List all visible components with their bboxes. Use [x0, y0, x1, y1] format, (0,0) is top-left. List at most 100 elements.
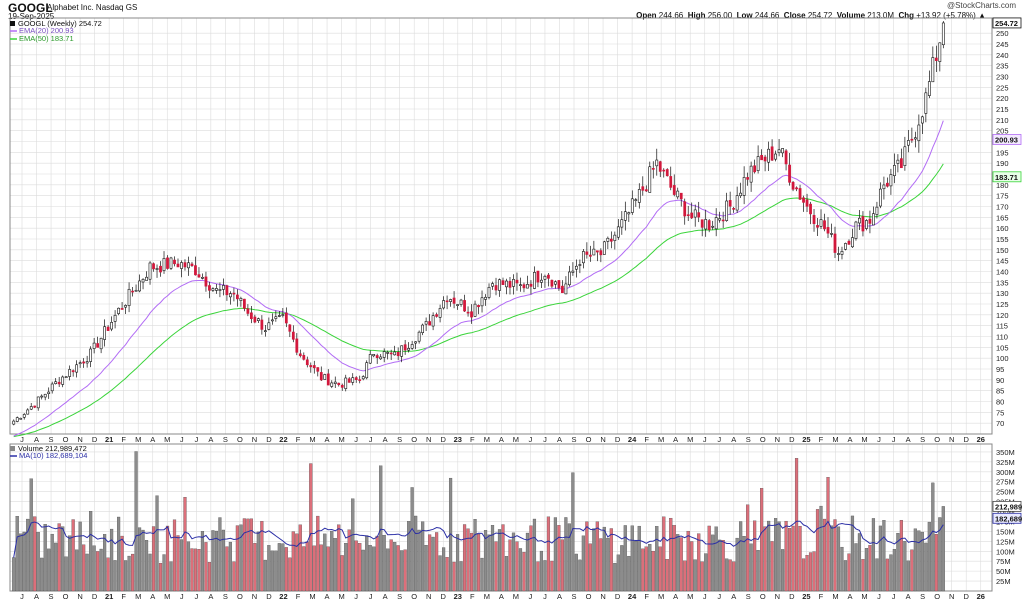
- candle-body: [375, 355, 379, 358]
- volume-bar: [365, 535, 369, 592]
- volume-bar: [421, 521, 425, 592]
- candle-body: [679, 192, 683, 200]
- candle-body: [581, 251, 585, 264]
- volume-bar: [560, 539, 564, 592]
- volume-bar: [435, 532, 439, 592]
- volume-bar: [379, 465, 383, 592]
- volume-x-tick-label: O: [237, 592, 243, 601]
- low-label: Low: [736, 11, 753, 20]
- volume-bar: [525, 532, 530, 592]
- candle-body: [270, 319, 274, 322]
- volume-x-tick-label: S: [223, 592, 228, 601]
- volume-bar: [927, 521, 931, 592]
- x-tick-label: O: [586, 435, 592, 444]
- candle-body: [417, 331, 421, 342]
- candle-body: [847, 240, 851, 245]
- volume-x-tick-label: A: [731, 592, 736, 601]
- candle-body: [833, 233, 837, 253]
- candle-body: [913, 137, 917, 140]
- volume-bar: [504, 556, 509, 592]
- candle-body: [396, 351, 400, 357]
- x-tick-label: M: [135, 435, 141, 444]
- x-tick-label: N: [775, 435, 780, 444]
- candle-body: [641, 186, 645, 191]
- candle-body: [627, 212, 631, 215]
- volume-bar: [12, 557, 16, 592]
- candle-body: [204, 276, 208, 287]
- candle-body: [735, 195, 739, 211]
- legend-ema50: EMA(50) 183.71: [19, 34, 74, 43]
- volume-bar: [683, 560, 687, 592]
- candle-body: [365, 362, 369, 379]
- volume-bar: [655, 526, 659, 592]
- candle-body: [358, 379, 362, 381]
- volume-bar: [50, 533, 54, 592]
- x-tick-label: M: [687, 435, 693, 444]
- volume-x-tick-label: A: [208, 592, 213, 601]
- volume-x-tick-label: O: [586, 592, 592, 601]
- volume-bar: [162, 554, 166, 592]
- x-tick-label: 23: [454, 435, 462, 444]
- candle-body: [739, 192, 743, 197]
- volume-bar: [330, 531, 334, 592]
- volume-x-tick-label: A: [34, 592, 39, 601]
- ema20-tag: 200.93: [995, 135, 1018, 144]
- candle-body: [837, 253, 840, 255]
- candle-body: [683, 201, 687, 217]
- x-tick-label: O: [63, 435, 69, 444]
- candle-body: [561, 285, 564, 294]
- volume-tick-label: 250M: [996, 488, 1015, 497]
- volume-x-tick-label: J: [354, 592, 358, 601]
- candle-body: [697, 212, 701, 218]
- candle-body: [99, 337, 103, 350]
- candle-body: [222, 285, 225, 290]
- price-tick-label: 95: [996, 365, 1004, 374]
- candle-body: [879, 188, 882, 207]
- volume-x-tick-label: J: [703, 592, 707, 601]
- volume-bar: [466, 528, 470, 592]
- volume-bar: [473, 519, 477, 592]
- candle-body: [40, 395, 44, 398]
- volume-x-tick-label: F: [296, 592, 301, 601]
- volume-bar: [176, 535, 180, 592]
- candle-body: [400, 345, 404, 357]
- candle-body: [267, 322, 271, 330]
- volume-bar: [630, 525, 634, 592]
- candle-body: [906, 140, 910, 146]
- volume-bar: [221, 529, 226, 592]
- volume-bar: [326, 546, 330, 592]
- volume-bar: [938, 517, 942, 592]
- volume-bar: [127, 555, 131, 592]
- price-tick-label: 190: [996, 159, 1009, 168]
- volume-x-tick-label: J: [369, 592, 373, 601]
- volume-bar: [407, 521, 411, 592]
- candle-body: [886, 182, 889, 187]
- candle-body: [410, 344, 414, 349]
- volume-x-tick-label: N: [252, 592, 257, 601]
- candle-body: [61, 376, 65, 385]
- ohlc-summary: Open 244.66 High 256.00 Low 244.66 Close…: [636, 11, 986, 20]
- x-tick-label: N: [949, 435, 954, 444]
- volume-x-tick-label: D: [441, 592, 447, 601]
- volume-bar: [414, 515, 418, 592]
- candle-body: [302, 355, 306, 360]
- candle-body: [644, 189, 648, 192]
- stockcharts-credit[interactable]: @StockCharts.com: [946, 1, 1016, 10]
- candle-body: [54, 381, 58, 384]
- volume-x-tick-label: M: [513, 592, 519, 601]
- volume-bar: [854, 543, 858, 592]
- volume-x-tick-label: F: [644, 592, 649, 601]
- volume-bar: [595, 521, 599, 592]
- volume-bar: [606, 537, 610, 592]
- volume-bar: [305, 541, 309, 592]
- volume-bar: [284, 547, 288, 592]
- volume-value: 213.0M: [867, 11, 894, 20]
- volume-bar: [700, 561, 704, 592]
- volume-bar: [826, 477, 830, 592]
- ema50-tag: 183.71: [995, 173, 1018, 182]
- candle-body: [547, 274, 550, 279]
- volume-bar: [543, 560, 547, 592]
- volume-bar: [298, 524, 302, 592]
